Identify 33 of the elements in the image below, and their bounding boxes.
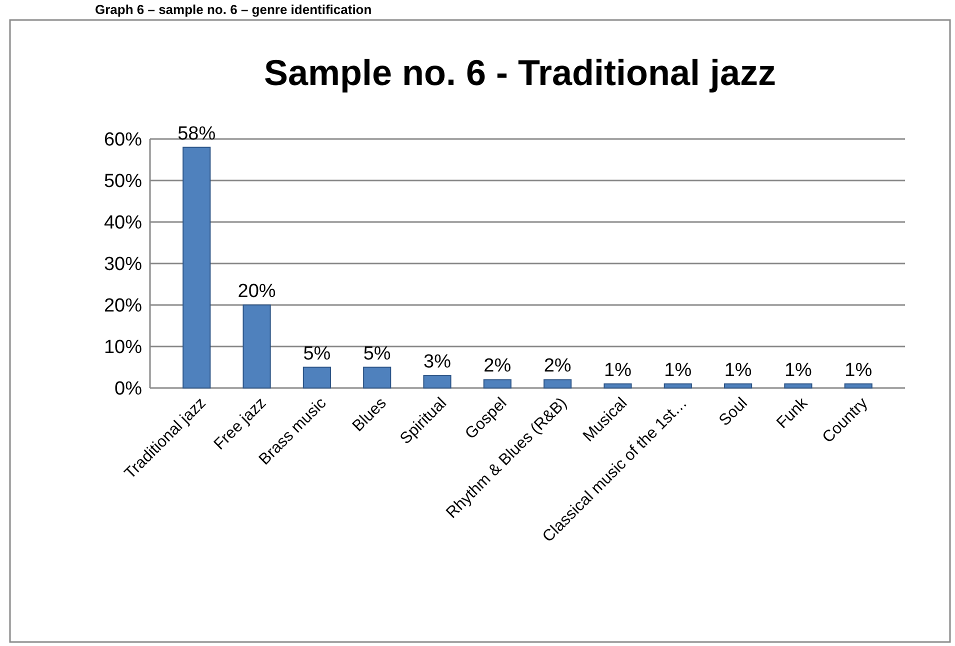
data-label: 5%	[363, 343, 391, 364]
bar	[664, 383, 692, 388]
data-label: 20%	[238, 281, 276, 302]
chart-title: Sample no. 6 - Traditional jazz	[264, 52, 776, 93]
y-tick-label: 10%	[104, 337, 142, 358]
bar	[483, 379, 512, 388]
y-tick-label: 0%	[114, 378, 142, 400]
y-tick-label: 40%	[104, 212, 142, 234]
y-tick-label: 60%	[104, 130, 142, 151]
bar	[724, 383, 752, 388]
bar	[844, 383, 872, 388]
bar	[182, 146, 211, 388]
y-tick-label: 30%	[104, 254, 142, 276]
data-label: 5%	[303, 343, 331, 364]
data-label: 1%	[664, 360, 692, 381]
data-label: 2%	[484, 356, 512, 377]
data-label: 1%	[844, 360, 872, 381]
caption: Graph 6 – sample no. 6 – genre identification	[95, 2, 372, 17]
y-tick-label: 20%	[104, 296, 142, 317]
bar	[302, 366, 331, 388]
data-label: 1%	[784, 360, 812, 381]
bar	[242, 304, 271, 388]
y-tick-label: 50%	[104, 171, 142, 192]
data-label: 2%	[544, 356, 572, 377]
bar	[544, 379, 572, 388]
data-label: 3%	[424, 352, 452, 373]
bar	[423, 375, 452, 388]
bar	[784, 383, 812, 388]
data-label: 58%	[178, 123, 216, 144]
bar	[604, 383, 632, 388]
data-label: 1%	[604, 360, 632, 381]
data-label: 1%	[724, 360, 752, 381]
bar	[363, 366, 392, 388]
